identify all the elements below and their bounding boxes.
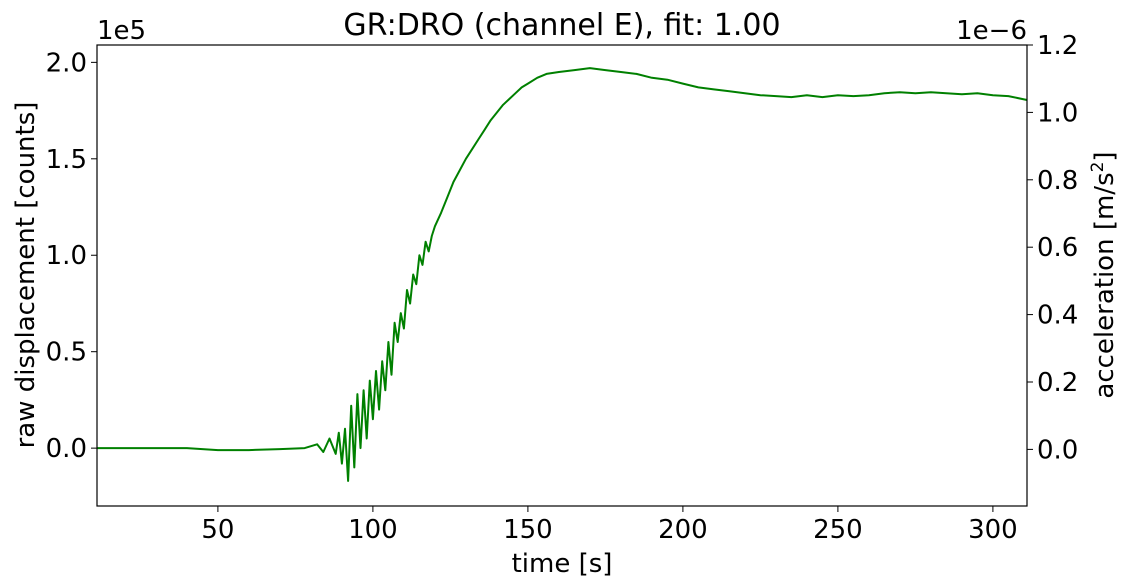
y-right-axis-ticks: 0.0 0.2 0.4 0.6 0.8 1.0 1.2 [1027, 31, 1078, 465]
y-left-tick-label: 0.0 [46, 434, 87, 464]
y-left-tick-label: 1.5 [46, 145, 87, 175]
y-left-tick-label: 0.5 [46, 338, 87, 368]
y-right-axis-label: acceleration [m/s2] [1088, 151, 1120, 398]
y-right-tick-label: 0.6 [1037, 233, 1078, 263]
plot-frame [96, 44, 1028, 507]
x-tick-label: 250 [813, 515, 863, 545]
x-axis-label: time [s] [512, 549, 613, 579]
y-right-tick-label: 0.4 [1037, 301, 1078, 331]
y-right-tick-label: 0.8 [1037, 166, 1078, 196]
y-right-label-main: acceleration [m/s [1090, 172, 1120, 398]
series-layer [97, 67, 1028, 482]
x-tick-label: 300 [968, 515, 1018, 545]
left-offset-text: 1e5 [97, 16, 146, 46]
x-tick-label: 50 [201, 515, 234, 545]
y-left-tick-label: 1.0 [46, 241, 87, 271]
x-axis-ticks: 50 100 150 200 250 300 [201, 506, 1018, 545]
y-left-tick-label: 2.0 [46, 48, 87, 78]
right-offset-text: 1e−6 [956, 16, 1027, 46]
series-line-0 [97, 67, 1028, 482]
chart-title: GR:DRO (channel E), fit: 1.00 [343, 8, 780, 43]
y-right-tick-label: 1.2 [1037, 31, 1078, 61]
x-tick-label: 150 [503, 515, 553, 545]
x-tick-label: 200 [658, 515, 708, 545]
y-left-axis-ticks: 0.0 0.5 1.0 1.5 2.0 [46, 48, 97, 464]
y-right-tick-label: 1.0 [1037, 98, 1078, 128]
y-right-tick-label: 0.2 [1037, 368, 1078, 398]
y-left-axis-label: raw displacement [counts] [11, 102, 41, 449]
x-tick-label: 100 [348, 515, 398, 545]
y-right-label-end: ] [1090, 151, 1120, 161]
y-right-tick-label: 0.0 [1037, 435, 1078, 465]
y-right-label-superscript: 2 [1088, 162, 1108, 173]
